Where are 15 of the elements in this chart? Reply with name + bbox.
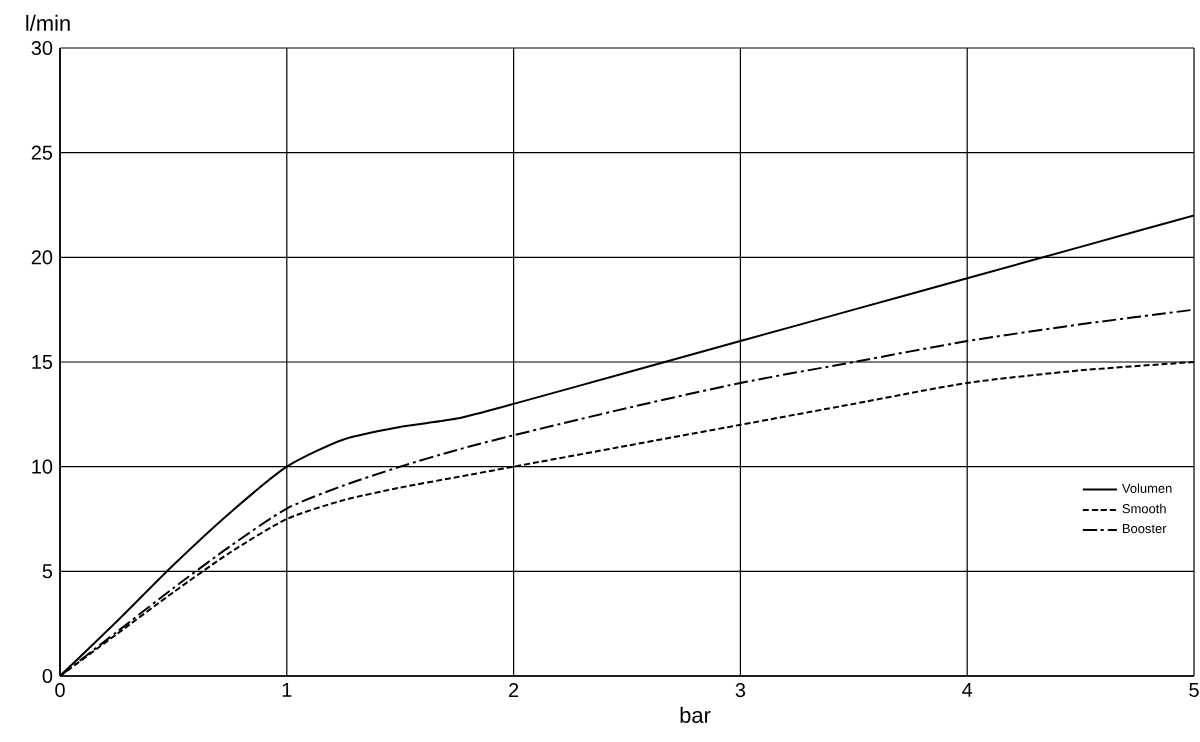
y-tick-label: 15 [32,355,53,369]
y-tick-label: 25 [31,145,53,160]
y-tick-label: 20 [31,250,53,265]
x-tick-label: 1 [282,683,292,697]
y-axis-title: l/min [26,14,70,31]
x-tick-label: 3 [735,683,746,698]
y-tick-label: 5 [42,564,53,579]
x-tick-label: 0 [55,683,65,698]
x-axis-title: bar [680,706,711,723]
x-tick-label: 5 [1189,683,1199,697]
y-tick-label: 0 [42,668,53,684]
y-tick-label: 30 [31,40,53,56]
x-tick-label: 4 [962,683,973,697]
y-tick-label: 10 [32,459,53,474]
x-tick-label: 2 [509,683,519,697]
